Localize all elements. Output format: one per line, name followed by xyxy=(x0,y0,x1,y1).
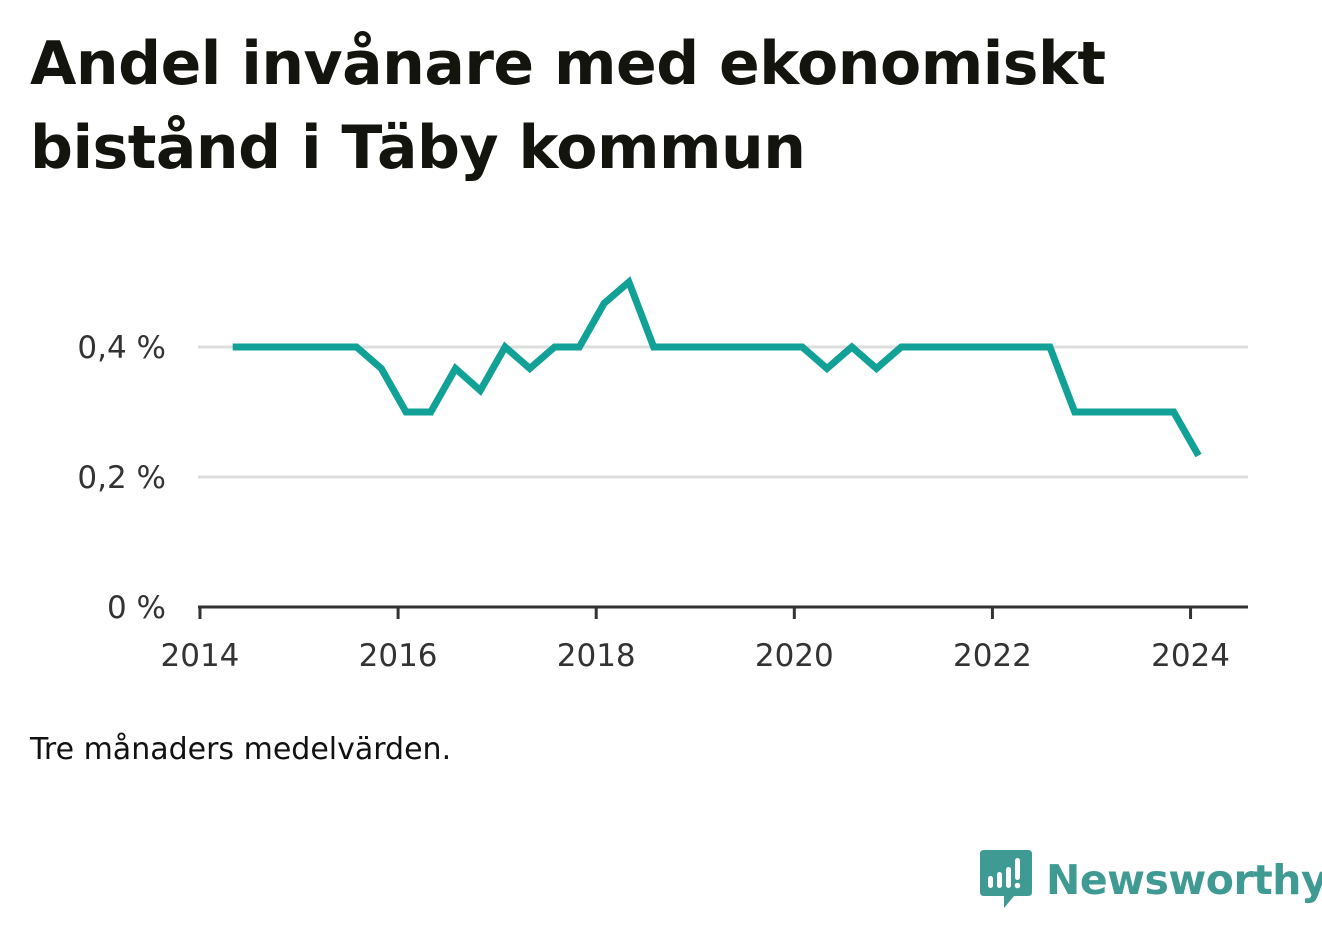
x-tick-label: 2022 xyxy=(953,638,1032,674)
series-layer xyxy=(232,276,1202,458)
x-tick-label: 2014 xyxy=(161,638,240,674)
x-tick-label: 2024 xyxy=(1151,638,1230,674)
brand-name: Newsworthy xyxy=(1046,856,1322,904)
series-line-0 xyxy=(232,276,1202,458)
newsworthy-logo[interactable]: Newsworthy xyxy=(980,850,1322,910)
y-tick-label: 0,4 % xyxy=(77,330,166,366)
chart-note: Tre månaders medelvärden. xyxy=(30,732,452,767)
x-tick-label: 2016 xyxy=(359,638,438,674)
y-tick-label: 0,2 % xyxy=(77,460,166,496)
x-tick-label: 2020 xyxy=(755,638,834,674)
y-axis-labels: 0 % 0,2 % 0,4 % xyxy=(77,330,166,626)
chart-title: Andel invånare med ekonomiskt bistånd i … xyxy=(30,29,1106,183)
y-tick-label: 0 % xyxy=(107,590,166,626)
x-axis-labels: 2014 2016 2018 2020 2022 2024 xyxy=(161,638,1230,674)
newsworthy-logo-icon xyxy=(980,850,1032,908)
x-axis xyxy=(198,605,1248,619)
x-tick-label: 2018 xyxy=(557,638,636,674)
